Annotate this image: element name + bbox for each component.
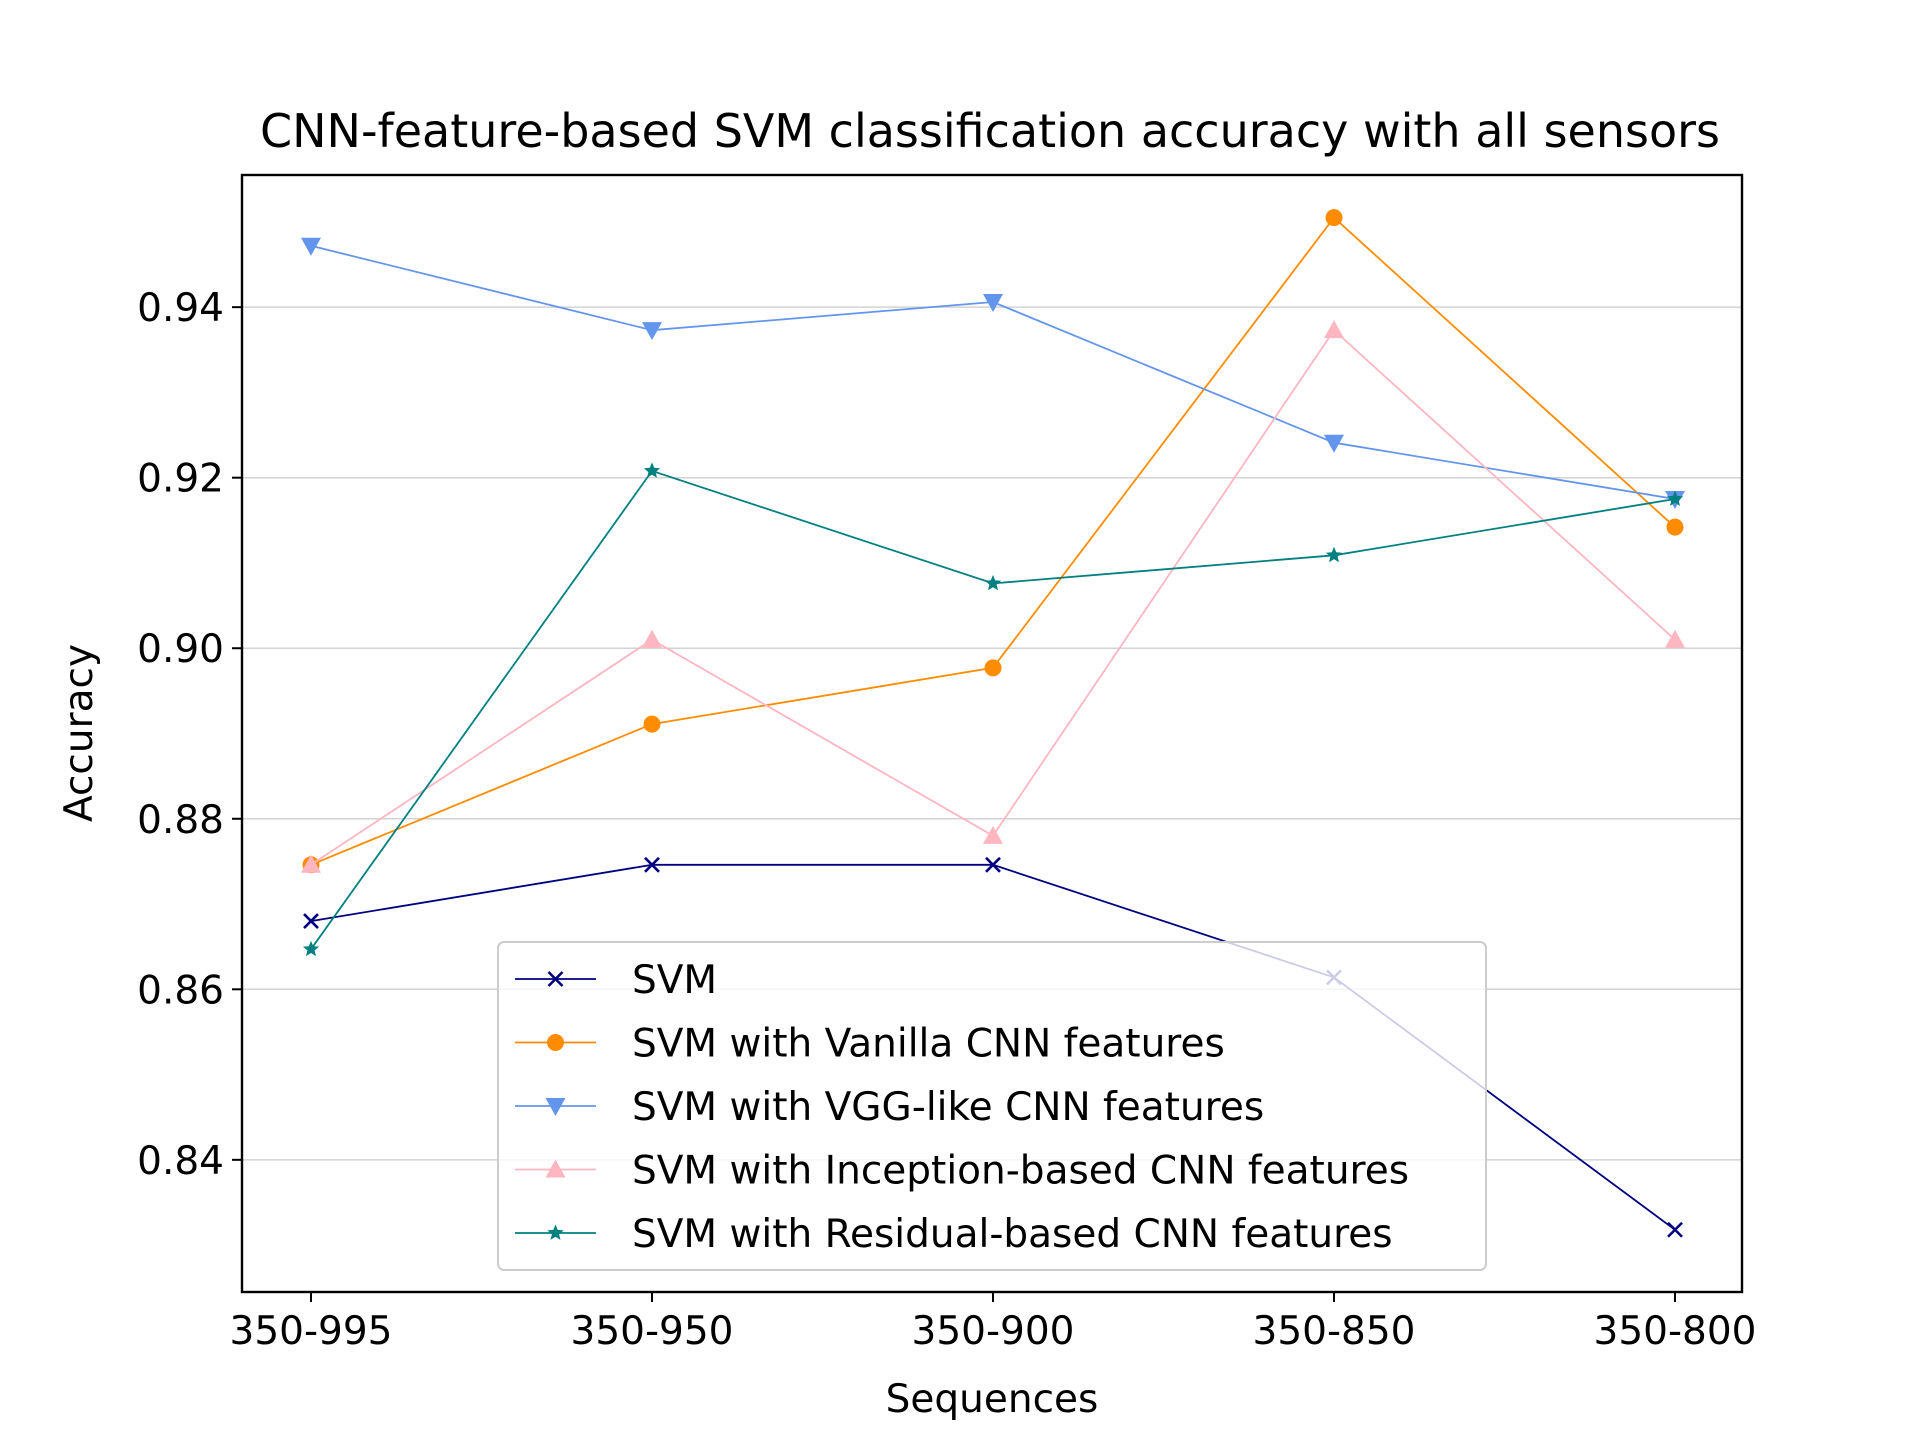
data-point-svm-with-residual-based-cnn-features-350-995 xyxy=(302,940,320,957)
y-tick-label-0-90: 0.90 xyxy=(137,627,224,672)
x-tick-label-350-950: 350-950 xyxy=(571,1309,734,1354)
data-point-svm-350-995 xyxy=(303,913,319,930)
data-point-svm-350-800 xyxy=(1667,1221,1683,1238)
data-point-svm-with-vgg-like-cnn-features-350-900 xyxy=(983,294,1003,313)
series-svm-with-inception-based-cnn-features xyxy=(301,320,1685,873)
legend-marker-svm-with-inception-based-cnn-features xyxy=(545,1159,566,1178)
series-line-svm-with-residual-based-cnn-features xyxy=(310,469,1676,950)
legend: SVM SVM with Vanilla CNN features SVM with… xyxy=(497,941,1487,1271)
legend-box xyxy=(497,941,1487,1271)
series-svm-with-vgg-like-cnn-features xyxy=(301,237,1685,510)
x-tick-label-350-900: 350-900 xyxy=(912,1309,1075,1354)
data-point-svm-with-inception-based-cnn-features-350-950 xyxy=(642,629,662,648)
data-point-svm-with-inception-based-cnn-features-350-995 xyxy=(301,854,321,873)
axis-layer: 0.84 0.86 0.88 0.90 0.92 0.94 350-995 350-950 35… xyxy=(137,286,1756,1354)
legend-label-svm-with-inception-based-cnn-features: SVM with Inception-based CNN features xyxy=(632,1149,1409,1194)
data-point-svm-with-vanilla-cnn-features-350-900 xyxy=(984,659,1002,677)
y-tick-label-0-84: 0.84 xyxy=(137,1139,224,1184)
series-layer xyxy=(301,209,1685,1238)
legend-label-svm: SVM xyxy=(632,958,717,1003)
y-axis-label: Accuracy xyxy=(57,644,102,822)
data-point-svm-with-vgg-like-cnn-features-350-850 xyxy=(1324,434,1344,453)
data-point-svm-with-vanilla-cnn-features-350-850 xyxy=(1325,209,1343,227)
data-point-svm-with-residual-based-cnn-features-350-900 xyxy=(984,574,1002,591)
y-tick-label-0-88: 0.88 xyxy=(137,798,224,843)
legend-label-svm-with-residual-based-cnn-features: SVM with Residual-based CNN features xyxy=(632,1212,1393,1257)
legend-marker-svm xyxy=(547,971,564,987)
x-tick-label-350-850: 350-850 xyxy=(1253,1309,1416,1354)
data-point-svm-with-inception-based-cnn-features-350-900 xyxy=(983,825,1003,844)
legend-entry-svm-with-vgg-like-cnn-features: SVM with VGG-like CNN features xyxy=(515,1085,1264,1130)
data-point-svm-with-inception-based-cnn-features-350-850 xyxy=(1324,320,1344,339)
chart-title: CNN-feature-based SVM classification acc… xyxy=(260,104,1720,158)
legend-entry-svm-with-residual-based-cnn-features: SVM with Residual-based CNN features xyxy=(515,1212,1393,1257)
legend-marker-svm-with-vanilla-cnn-features xyxy=(547,1034,564,1051)
x-tick-label-350-800: 350-800 xyxy=(1594,1309,1757,1354)
series-line-svm-with-inception-based-cnn-features xyxy=(310,328,1676,866)
legend-label-svm-with-vgg-like-cnn-features: SVM with VGG-like CNN features xyxy=(632,1085,1264,1130)
series-svm-with-residual-based-cnn-features xyxy=(302,462,1684,957)
legend-items: SVM SVM with Vanilla CNN features SVM with… xyxy=(515,958,1409,1257)
data-point-svm-with-residual-based-cnn-features-350-850 xyxy=(1325,546,1343,563)
data-point-svm-with-vgg-like-cnn-features-350-950 xyxy=(642,322,662,341)
x-tick-label-350-995: 350-995 xyxy=(230,1309,393,1354)
data-point-svm-with-residual-based-cnn-features-350-800 xyxy=(1666,490,1684,506)
legend-entry-svm-with-inception-based-cnn-features: SVM with Inception-based CNN features xyxy=(515,1149,1409,1194)
data-point-svm-with-vanilla-cnn-features-350-800 xyxy=(1666,518,1684,536)
legend-entry-svm: SVM xyxy=(515,958,717,1003)
data-point-svm-with-vgg-like-cnn-features-350-995 xyxy=(301,237,321,256)
series-line-svm-with-vgg-like-cnn-features xyxy=(310,244,1676,500)
y-tick-label-0-92: 0.92 xyxy=(137,457,224,502)
y-tick-label-0-94: 0.94 xyxy=(137,286,224,331)
data-point-svm-with-vanilla-cnn-features-350-950 xyxy=(643,715,661,733)
legend-label-svm-with-vanilla-cnn-features: SVM with Vanilla CNN features xyxy=(632,1022,1225,1067)
data-point-svm-with-inception-based-cnn-features-350-800 xyxy=(1665,629,1685,648)
legend-entry-svm-with-vanilla-cnn-features: SVM with Vanilla CNN features xyxy=(515,1022,1225,1067)
legend-marker-svm-with-vgg-like-cnn-features xyxy=(545,1098,566,1116)
x-axis-label: Sequences xyxy=(886,1377,1099,1422)
data-point-svm-350-900 xyxy=(985,856,1001,873)
data-point-svm-350-950 xyxy=(644,856,660,873)
legend-marker-svm-with-residual-based-cnn-features xyxy=(547,1224,564,1240)
y-tick-label-0-86: 0.86 xyxy=(137,968,224,1013)
series-line-svm-with-vanilla-cnn-features xyxy=(310,216,1676,866)
data-point-svm-with-residual-based-cnn-features-350-950 xyxy=(643,462,661,478)
